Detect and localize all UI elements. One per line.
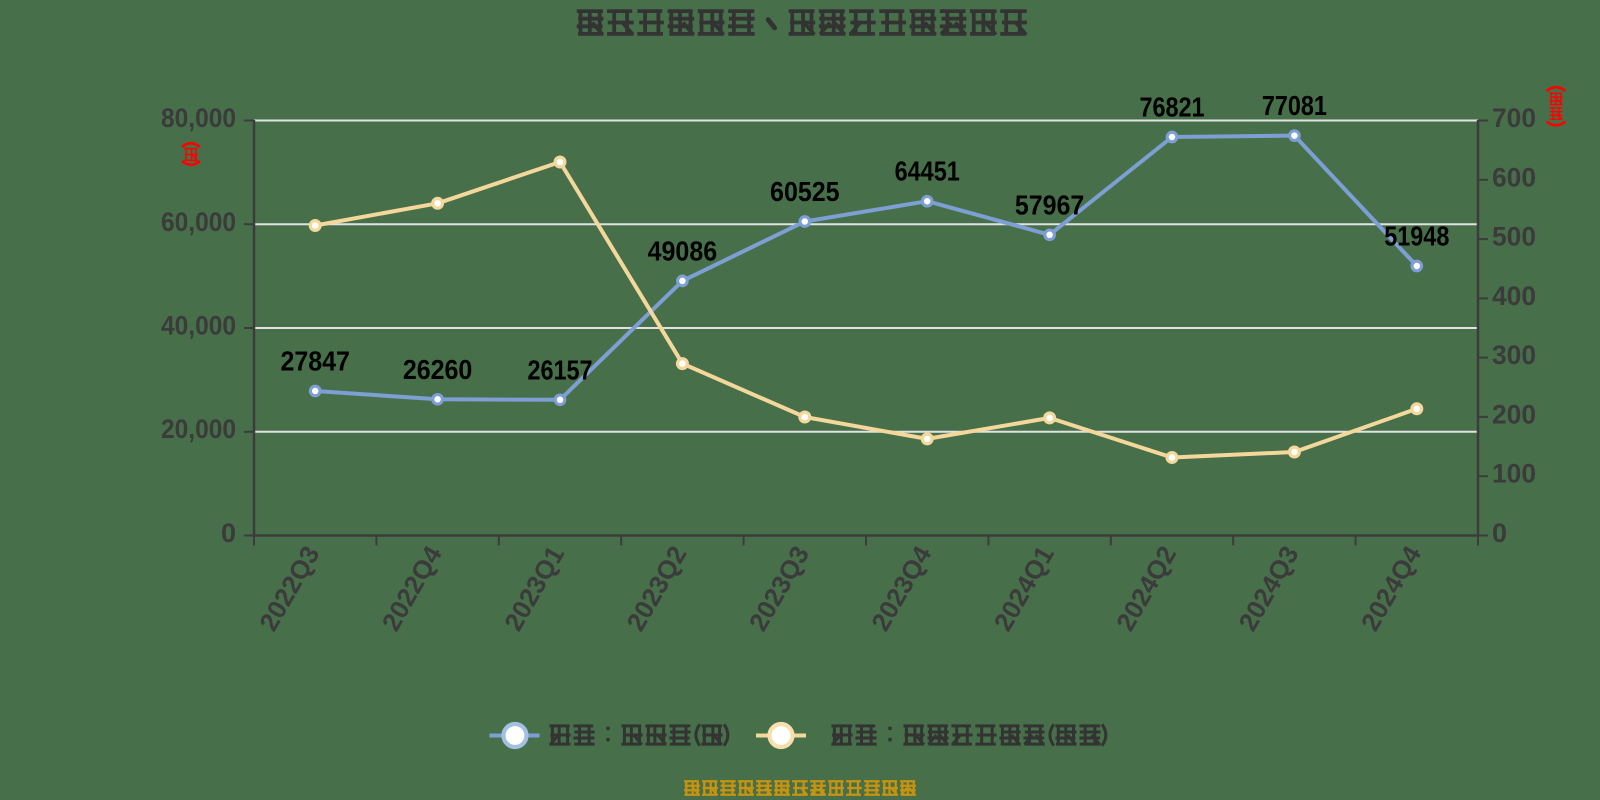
svg-text:51948: 51948 [1384, 221, 1449, 252]
svg-text:100: 100 [1492, 459, 1536, 489]
svg-text:26260: 26260 [403, 354, 473, 385]
svg-text:0: 0 [1492, 518, 1507, 548]
svg-text:200: 200 [1492, 399, 1536, 429]
svg-text:600: 600 [1492, 162, 1536, 192]
svg-text:26157: 26157 [527, 354, 592, 385]
svg-text:300: 300 [1492, 340, 1536, 370]
svg-text:49086: 49086 [648, 235, 718, 266]
svg-text:400: 400 [1492, 281, 1536, 311]
svg-text:80,000: 80,000 [161, 103, 236, 133]
svg-text:27847: 27847 [280, 346, 350, 377]
svg-text:40,000: 40,000 [161, 311, 236, 341]
svg-text:64451: 64451 [895, 156, 960, 187]
svg-text:57967: 57967 [1015, 189, 1085, 220]
svg-text:0: 0 [221, 518, 236, 548]
svg-text:60,000: 60,000 [161, 207, 236, 237]
svg-text:77081: 77081 [1262, 90, 1327, 121]
svg-text:60525: 60525 [770, 176, 840, 207]
svg-text:500: 500 [1492, 222, 1536, 252]
svg-text:700: 700 [1492, 103, 1536, 133]
svg-text:20,000: 20,000 [161, 414, 236, 444]
svg-text:76821: 76821 [1139, 92, 1204, 123]
